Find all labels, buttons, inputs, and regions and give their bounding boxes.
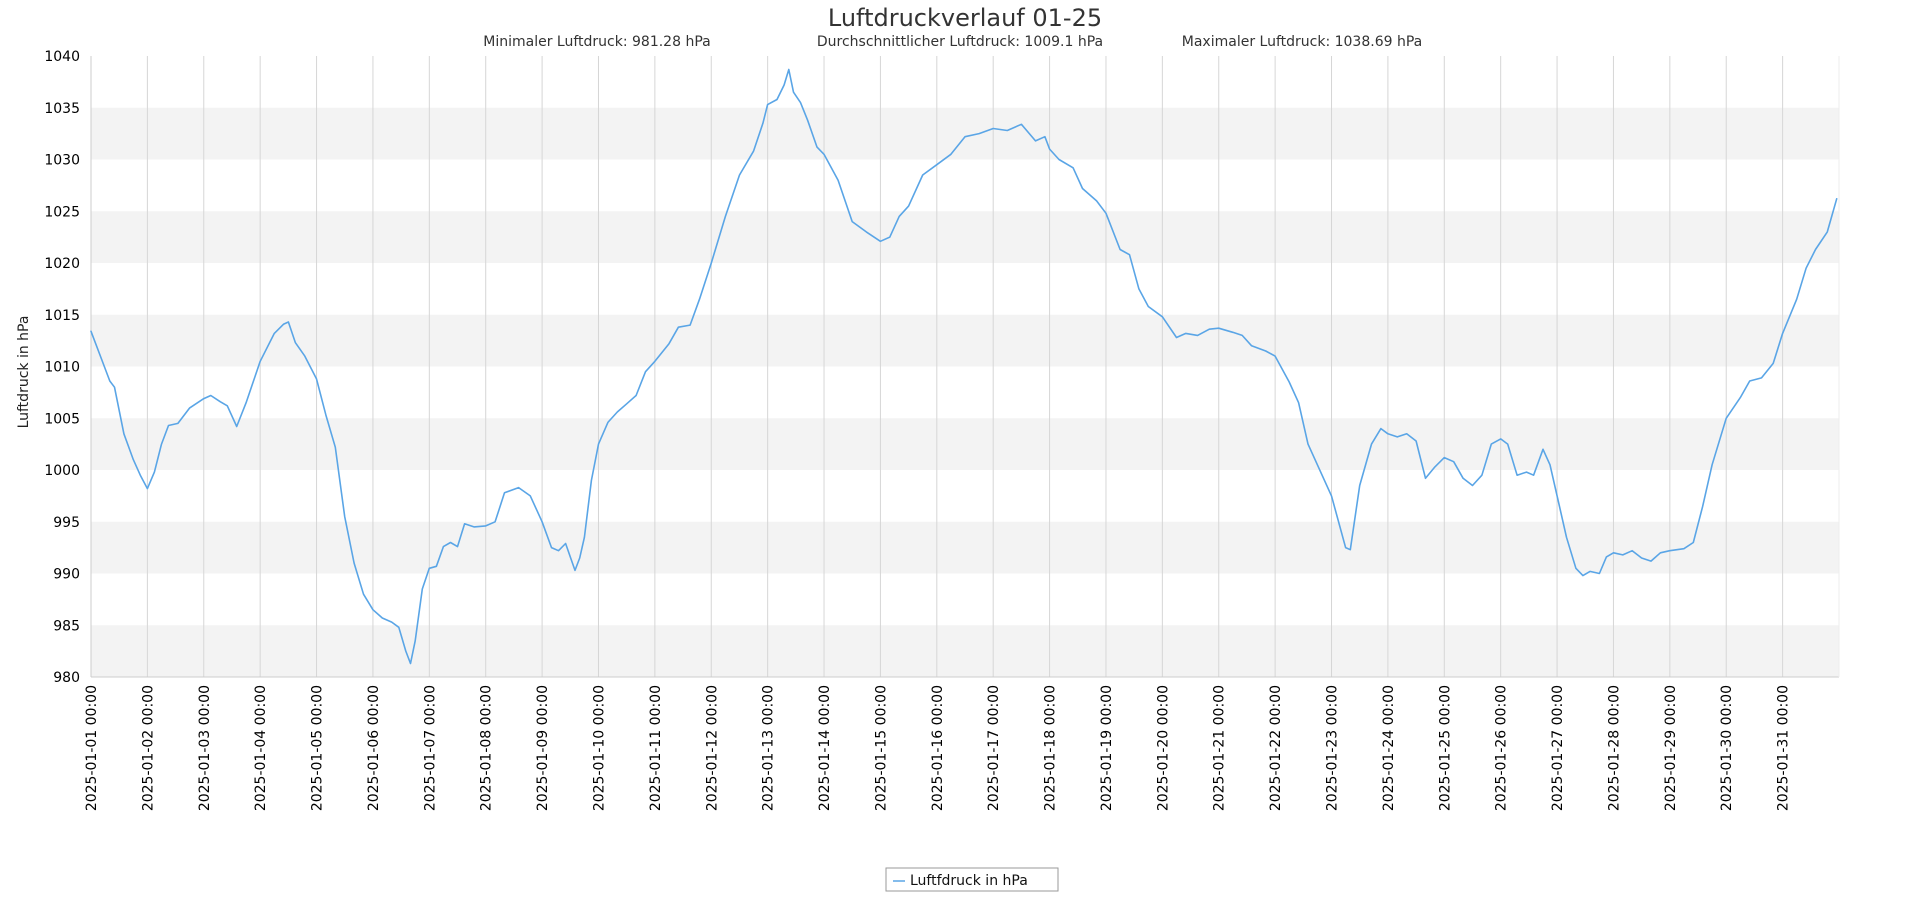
x-tick-label: 2025-01-11 00:00 [648, 685, 664, 811]
vertical-gridlines [90, 56, 1784, 677]
stat-avg: Durchschnittlicher Luftdruck: 1009.1 hPa [817, 34, 1103, 50]
x-tick-label: 2025-01-02 00:00 [140, 685, 156, 811]
x-tick-label: 2025-01-21 00:00 [1212, 685, 1228, 811]
legend[interactable]: Luftfdruck in hPa [885, 867, 1059, 892]
chart-title: Luftdruckverlauf 01-25 [828, 4, 1102, 32]
legend-box [885, 867, 1059, 892]
stat-max: Maximaler Luftdruck: 1038.69 hPa [1182, 34, 1422, 50]
y-axis-label: Luftdruck in hPa [16, 316, 32, 429]
y-tick-labels: 980 985 990 995 1000 1005 1010 1015 1020 1025 1030… [44, 49, 80, 686]
x-tick-label: 2025-01-20 00:00 [1155, 685, 1171, 811]
x-tick-label: 2025-01-17 00:00 [986, 685, 1002, 811]
y-tick-label: 1020 [44, 256, 80, 272]
x-tick-label: 2025-01-08 00:00 [479, 685, 495, 811]
y-tick-label: 1010 [44, 360, 80, 376]
x-tick-label: 2025-01-06 00:00 [366, 685, 382, 811]
x-tick-label: 2025-01-19 00:00 [1099, 685, 1115, 811]
x-tick-label: 2025-01-16 00:00 [930, 685, 946, 811]
series-layer [90, 68, 1838, 665]
legend-entry-label: Luftfdruck in hPa [910, 873, 1028, 889]
x-tick-label: 2025-01-04 00:00 [253, 685, 269, 811]
y-tick-label: 1035 [44, 101, 80, 117]
x-tick-labels: 2025-01-01 00:00 2025-01-02 00:00 2025-01-… [84, 685, 1792, 811]
x-tick-label: 2025-01-29 00:00 [1663, 685, 1679, 811]
plot-band [91, 211, 1839, 263]
x-tick-label: 2025-01-23 00:00 [1325, 685, 1341, 811]
plot-band [91, 625, 1839, 677]
y-tick-label: 985 [53, 618, 80, 634]
y-tick-label: 1005 [44, 411, 80, 427]
x-tick-label: 2025-01-30 00:00 [1719, 685, 1735, 811]
x-tick-label: 2025-01-15 00:00 [873, 685, 889, 811]
x-tick-label: 2025-01-22 00:00 [1268, 685, 1284, 811]
x-tick-label: 2025-01-13 00:00 [761, 685, 777, 811]
plot-bands [91, 107, 1839, 677]
y-tick-label: 1000 [44, 463, 80, 479]
plot-band [91, 107, 1839, 160]
y-tick-label: 1030 [44, 153, 80, 169]
y-tick-label: 980 [53, 670, 80, 686]
x-tick-label: 2025-01-27 00:00 [1550, 685, 1566, 811]
x-tick-label: 2025-01-26 00:00 [1494, 685, 1510, 811]
x-tick-label: 2025-01-14 00:00 [817, 685, 833, 811]
y-tick-label: 1040 [44, 49, 80, 65]
x-tick-label: 2025-01-31 00:00 [1776, 685, 1792, 811]
x-tick-label: 2025-01-18 00:00 [1043, 685, 1059, 811]
y-tick-label: 995 [53, 515, 80, 531]
y-tick-label: 990 [53, 567, 80, 583]
axes [90, 56, 1840, 678]
x-tick-label: 2025-01-24 00:00 [1381, 685, 1397, 811]
x-tick-label: 2025-01-09 00:00 [535, 685, 551, 811]
x-tick-label: 2025-01-05 00:00 [310, 685, 326, 811]
x-tick-label: 2025-01-12 00:00 [704, 685, 720, 811]
x-tick-label: 2025-01-03 00:00 [197, 685, 213, 811]
stat-min: Minimaler Luftdruck: 981.28 hPa [483, 34, 710, 50]
y-tick-label: 1025 [44, 204, 80, 220]
x-tick-label: 2025-01-01 00:00 [84, 685, 100, 811]
plot-band [91, 314, 1839, 367]
plot-band [91, 521, 1839, 574]
x-tick-label: 2025-01-07 00:00 [422, 685, 438, 811]
series-line[interactable] [90, 68, 1838, 665]
x-tick-label: 2025-01-28 00:00 [1606, 685, 1622, 811]
x-tick-label: 2025-01-10 00:00 [591, 685, 607, 811]
plot-band [91, 418, 1839, 470]
y-tick-label: 1015 [44, 308, 80, 324]
x-tick-label: 2025-01-25 00:00 [1437, 685, 1453, 811]
